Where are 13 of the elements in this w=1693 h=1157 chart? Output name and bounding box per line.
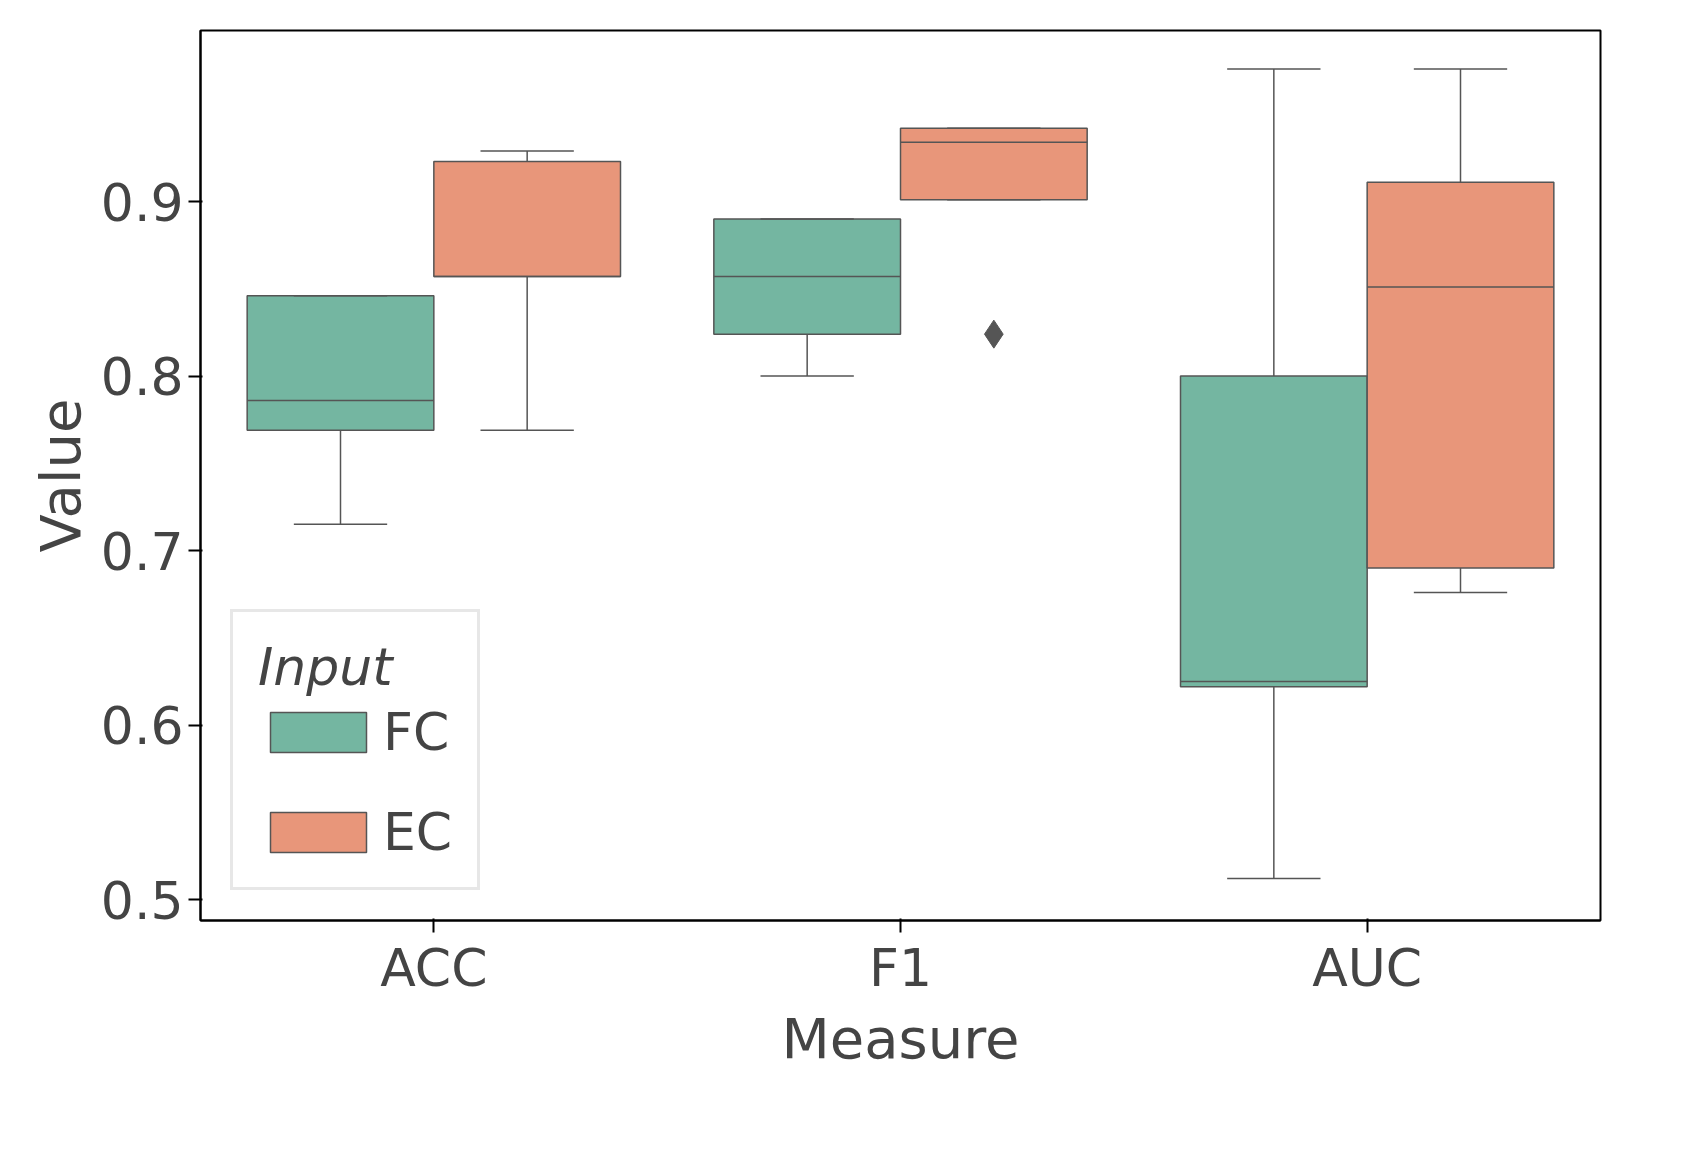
y-tick-label: 0.6 xyxy=(100,696,184,757)
y-axis-title: Value xyxy=(27,398,93,553)
legend-label: FC xyxy=(383,702,450,762)
y-tick-label: 0.9 xyxy=(100,172,184,233)
x-tick-label: ACC xyxy=(380,937,488,998)
y-tick-label: 0.5 xyxy=(100,870,184,931)
y-tick-label: 0.8 xyxy=(100,347,184,408)
legend-title: Input xyxy=(258,637,395,697)
x-tick-label: AUC xyxy=(1312,937,1423,998)
y-tick-label: 0.7 xyxy=(100,521,184,582)
legend-label: EC xyxy=(383,802,453,862)
x-tick-label: F1 xyxy=(869,937,932,998)
x-axis-title: Measure xyxy=(781,1005,1020,1071)
